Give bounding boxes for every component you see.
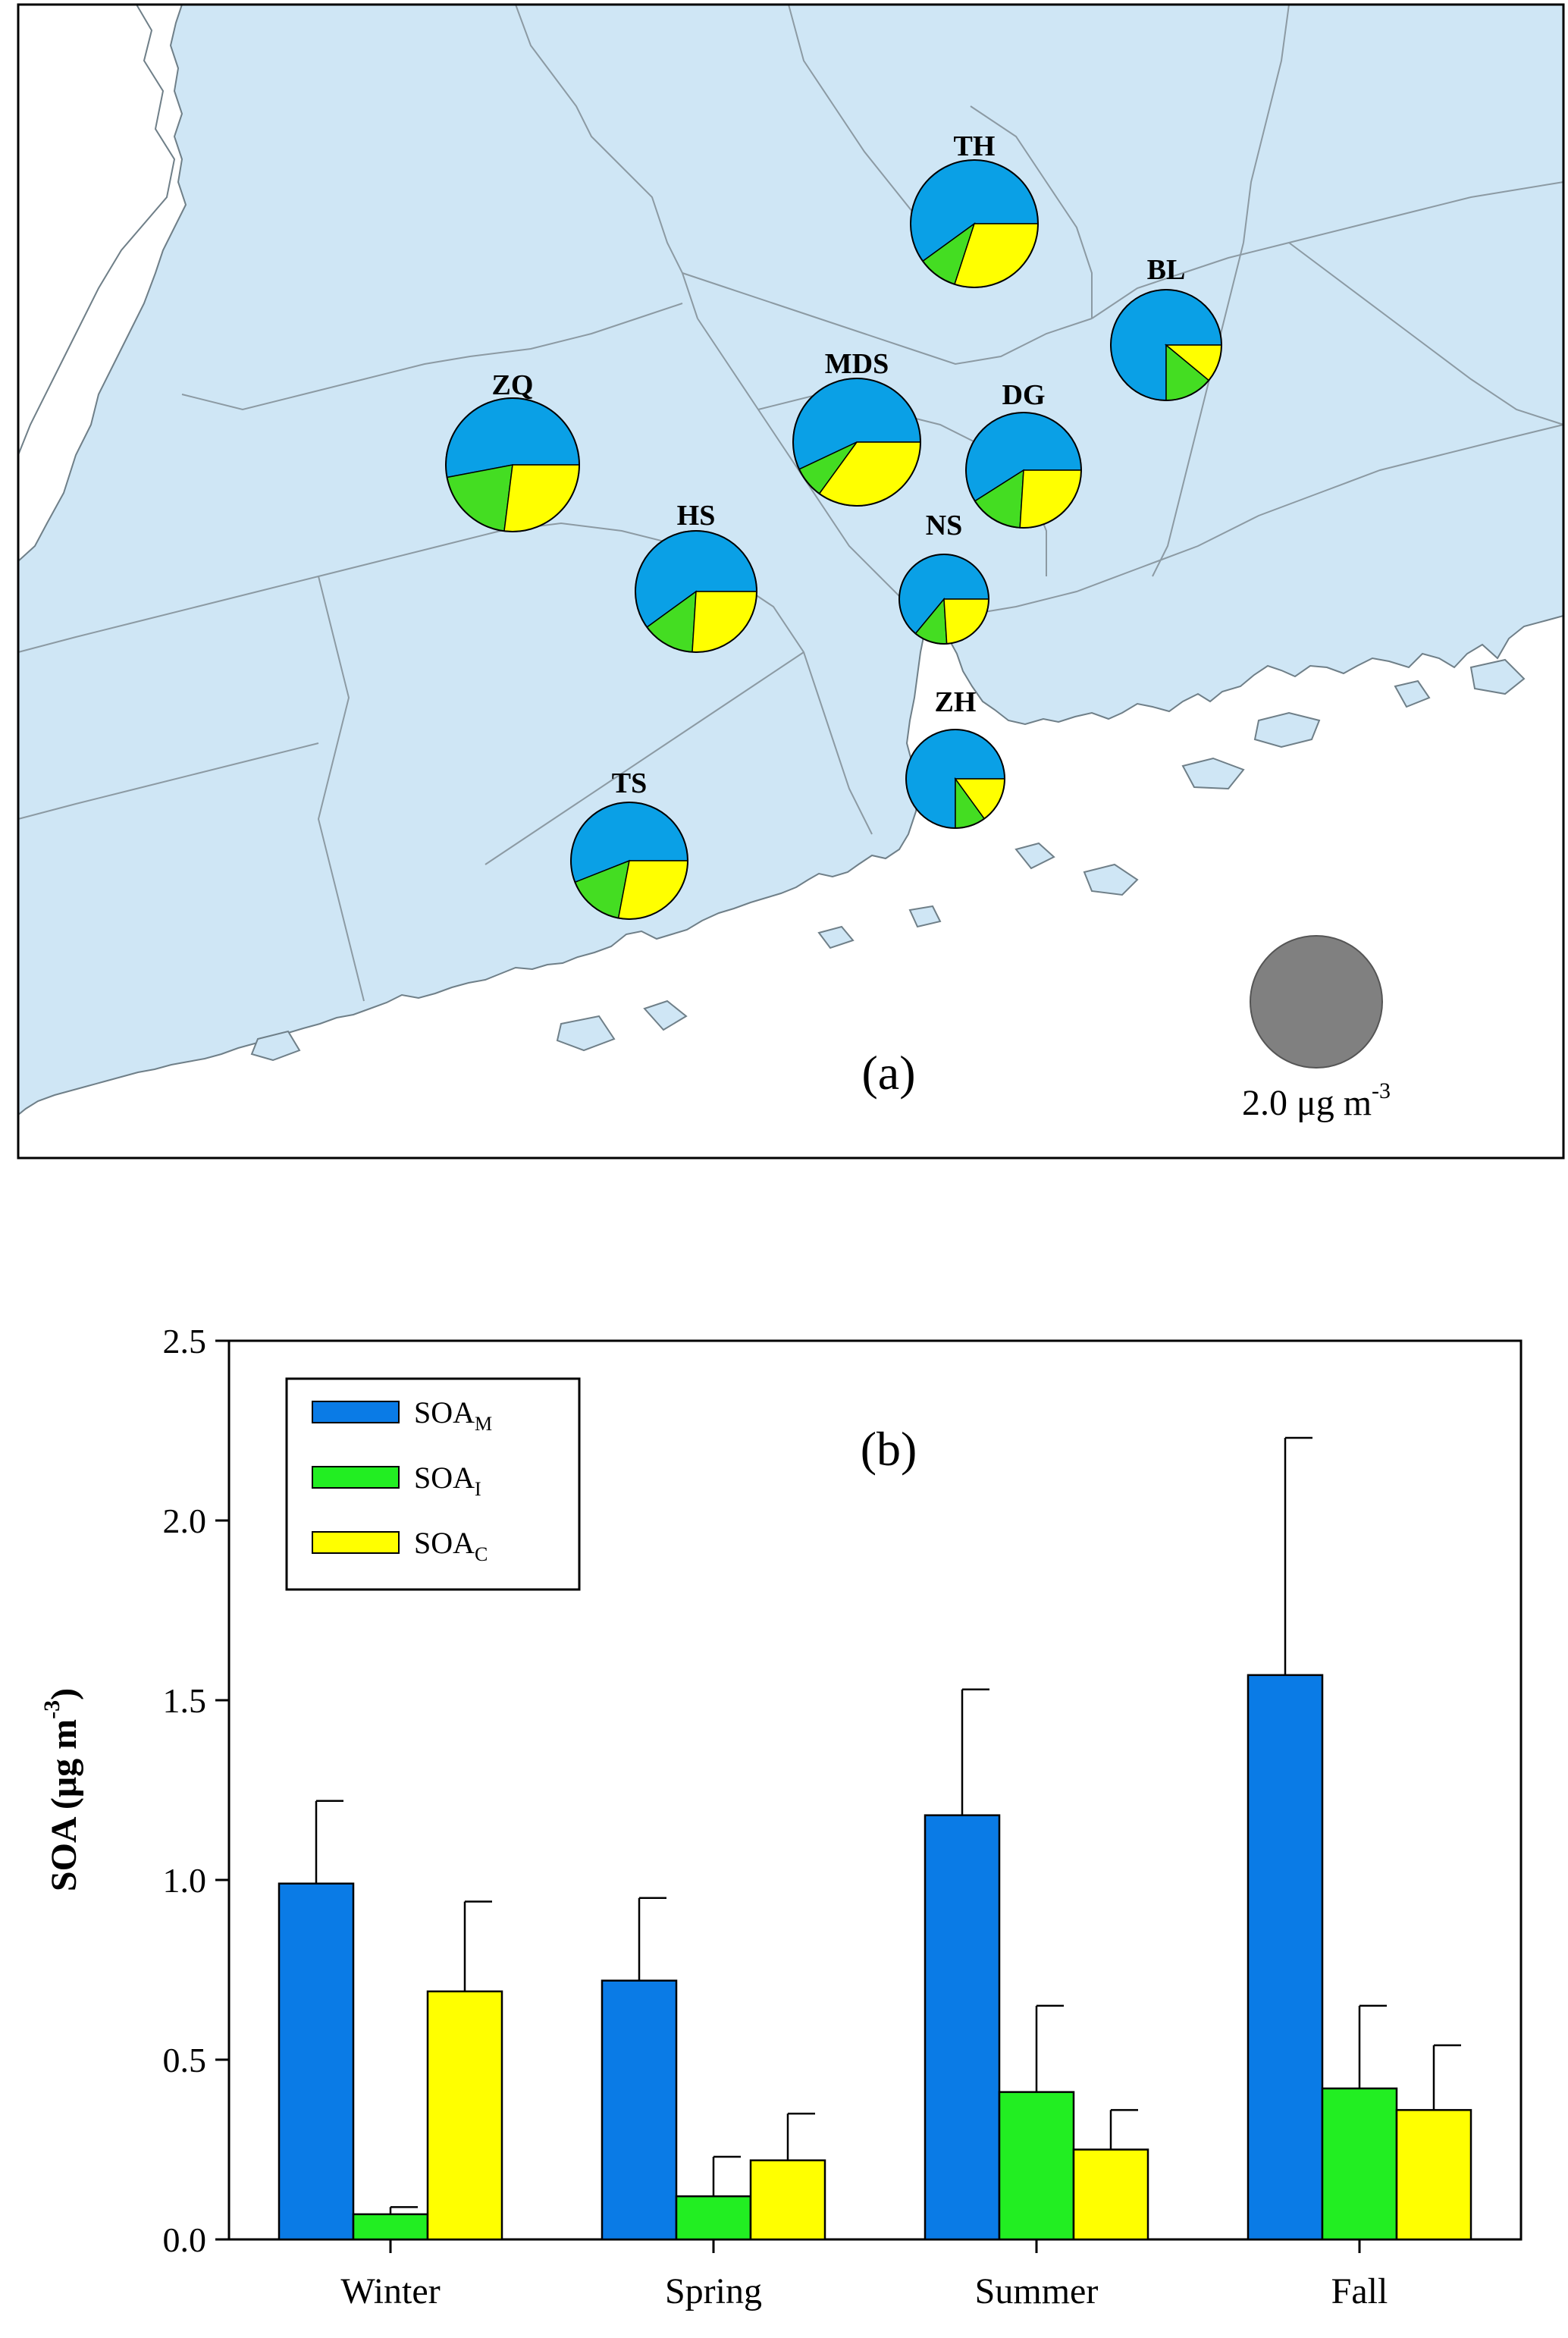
y-tick-label: 2.0 — [163, 1502, 207, 1540]
map-admin-borders — [17, 4, 1564, 1002]
x-tick-label: Summer — [975, 2271, 1099, 2311]
bar-winter-soa-m — [278, 1882, 355, 2241]
legend-swatch — [312, 1401, 400, 1423]
bar-spring-soa-i — [675, 2195, 752, 2241]
legend-swatch — [312, 1466, 400, 1489]
station-label: ZH — [935, 686, 977, 718]
station-pies: TH BL ZQ MDS DG HS NS ZH TS — [445, 130, 1222, 920]
y-tick-label: 1.0 — [163, 1861, 207, 1900]
x-tick-label: Fall — [1331, 2271, 1388, 2311]
legend-swatch — [312, 1531, 400, 1554]
pie-mds: MDS — [792, 348, 921, 507]
bar-summer-soa-i — [998, 2091, 1075, 2241]
bar-spring-soa-m — [601, 1979, 678, 2241]
scale-circle — [1250, 935, 1383, 1069]
legend-label: SOAM — [414, 1395, 492, 1435]
pie-outline — [635, 530, 757, 653]
y-tick-label: 2.5 — [163, 1322, 207, 1360]
y-axis: 0.0 0.5 1.0 1.5 2.0 2.5 — [163, 1322, 229, 2259]
bars — [278, 1436, 1472, 2241]
station-label: ZQ — [492, 369, 534, 401]
bar-fall-soa-i — [1321, 2087, 1398, 2241]
map-panel: TH BL ZQ MDS DG HS NS ZH TS 2.0 μg m-3 (a) — [17, 3, 1565, 1160]
pie-bl: BL — [1110, 254, 1222, 401]
pie-outline — [910, 159, 1039, 288]
station-label: TS — [612, 767, 647, 799]
pie-dg: DG — [965, 379, 1082, 529]
bar-winter-soa-c — [426, 1990, 503, 2241]
pie-ts: TS — [570, 767, 688, 920]
legend-label: SOAC — [414, 1526, 488, 1565]
pie-outline — [905, 729, 1005, 829]
pie-outline — [965, 412, 1082, 529]
scale-label: 2.0 μg m-3 — [1242, 1078, 1391, 1123]
bar-fall-soa-c — [1395, 2109, 1472, 2241]
y-tick-label: 0.0 — [163, 2220, 207, 2259]
pie-outline — [1110, 289, 1222, 401]
station-label: NS — [926, 510, 963, 541]
pie-outline — [898, 554, 989, 645]
bar-spring-soa-c — [749, 2159, 826, 2241]
x-tick-label: Winter — [340, 2271, 440, 2311]
station-label: MDS — [825, 348, 889, 380]
station-label: HS — [677, 500, 716, 532]
bar-winter-soa-i — [352, 2213, 429, 2241]
y-tick-label: 0.5 — [163, 2041, 207, 2079]
y-tick-label: 1.5 — [163, 1681, 207, 1720]
x-tick-label: Spring — [665, 2271, 762, 2311]
panel-b-label: (b) — [861, 1422, 917, 1476]
station-label: TH — [954, 130, 996, 162]
map-islands — [250, 658, 1526, 1062]
station-label: BL — [1147, 254, 1186, 286]
map-west-coast — [17, 4, 176, 456]
pie-zh: ZH — [905, 686, 1005, 829]
bar-fall-soa-m — [1247, 1674, 1324, 2241]
station-label: DG — [1002, 379, 1046, 411]
pie-zq: ZQ — [445, 369, 580, 532]
y-axis-label: SOA (μg m-3) — [39, 1688, 84, 1891]
pie-ns: NS — [898, 510, 989, 645]
pie-outline — [792, 378, 921, 507]
bar-summer-soa-m — [924, 1814, 1001, 2241]
legend: SOAM SOAI SOAC — [285, 1377, 581, 1591]
pie-outline — [445, 397, 580, 532]
plot-frame — [227, 1339, 1523, 2241]
pie-outline — [570, 802, 688, 920]
bar-chart: 0.0 0.5 1.0 1.5 2.0 2.5 Winter Spring Summer Fal… — [39, 1322, 1523, 2311]
pie-hs: HS — [635, 500, 757, 653]
map-frame — [17, 3, 1565, 1160]
panel-a-label: (a) — [861, 1046, 915, 1100]
bar-summer-soa-c — [1072, 2148, 1149, 2241]
legend-label: SOAI — [414, 1461, 481, 1500]
pie-th: TH — [910, 130, 1039, 288]
x-axis: Winter Spring Summer Fall — [340, 2239, 1388, 2311]
